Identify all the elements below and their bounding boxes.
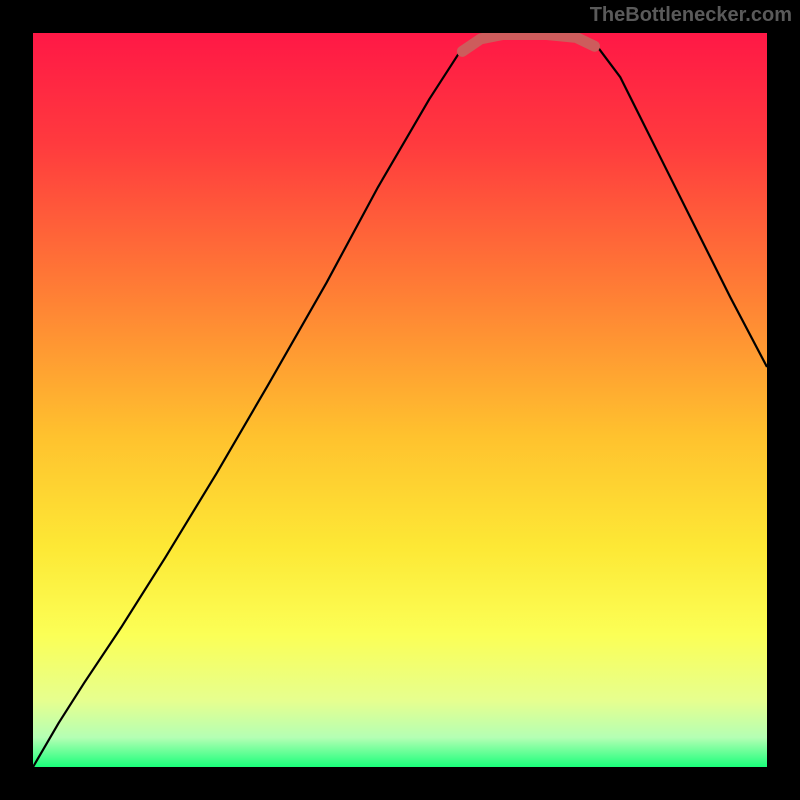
watermark-text: TheBottlenecker.com bbox=[590, 4, 792, 27]
chart-svg bbox=[33, 33, 767, 767]
chart-plot-area bbox=[33, 33, 767, 767]
gradient-background bbox=[33, 33, 767, 767]
